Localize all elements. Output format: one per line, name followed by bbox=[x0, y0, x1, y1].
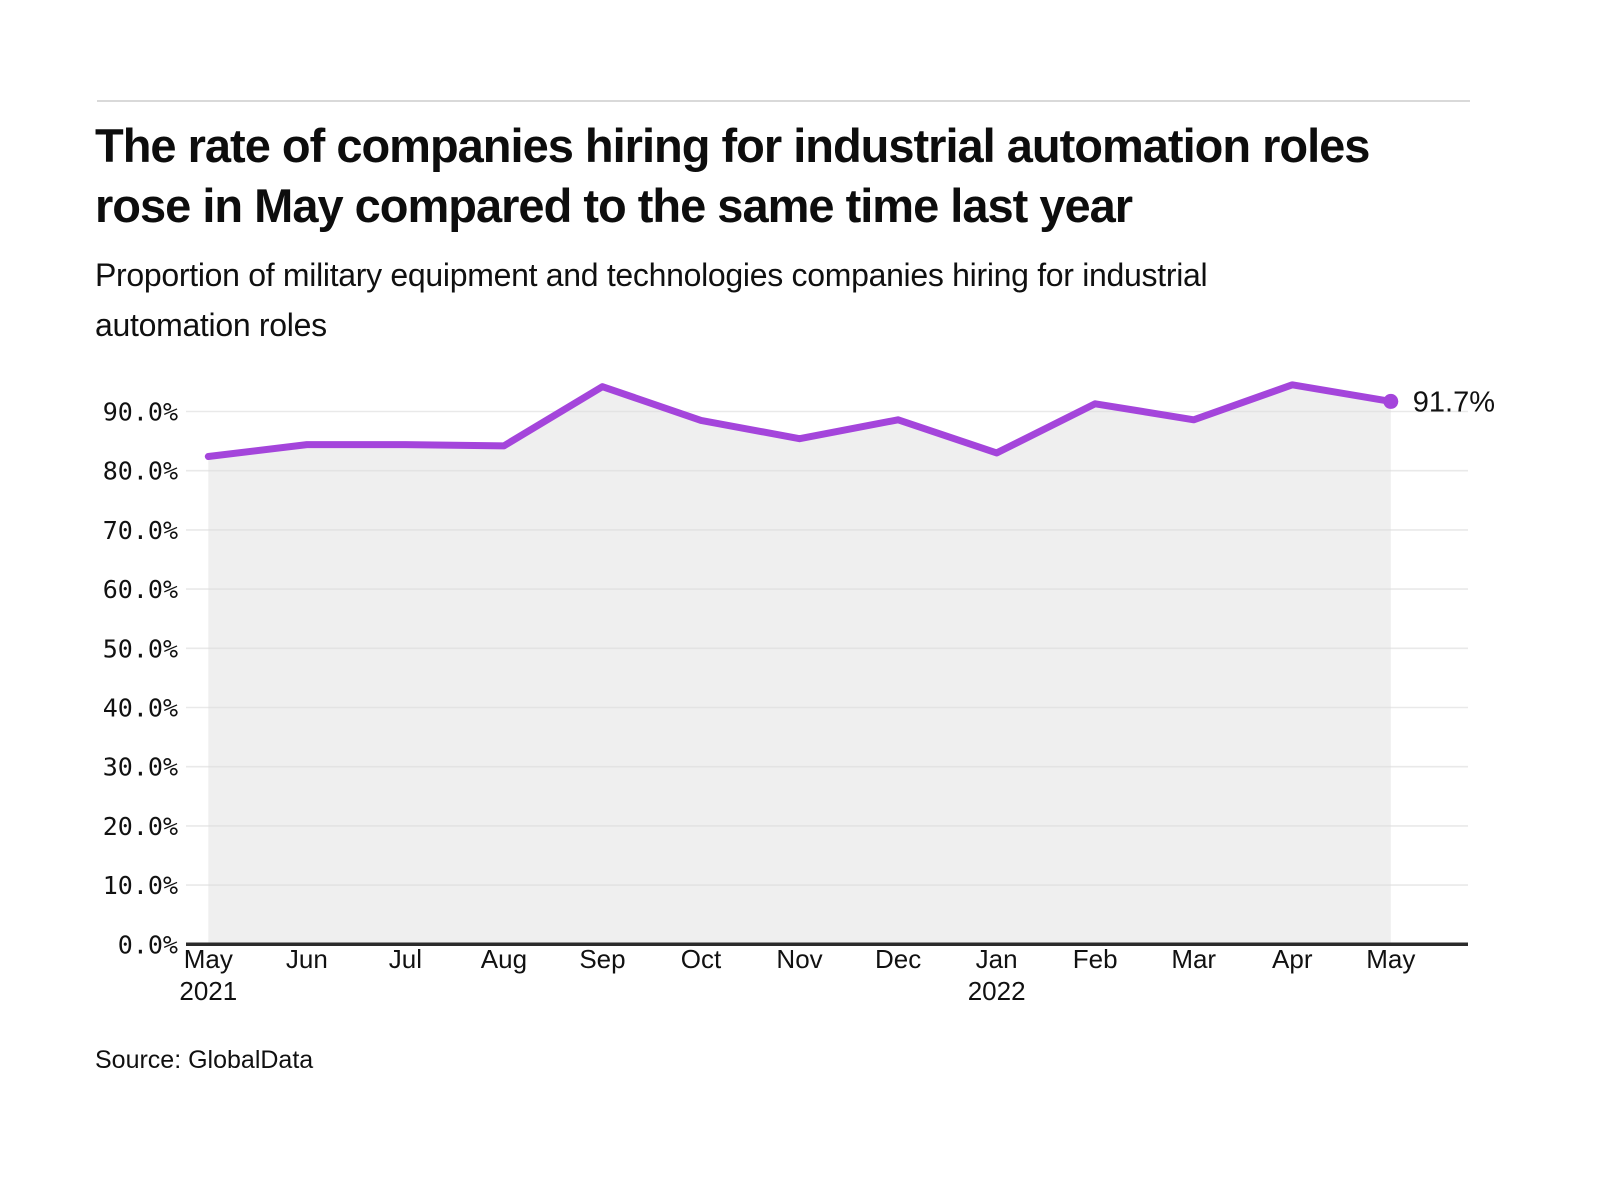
x-tick-label: Jun bbox=[286, 944, 328, 974]
x-tick-label: Apr bbox=[1272, 944, 1313, 974]
area-fill bbox=[208, 384, 1391, 945]
x-tick-label: May bbox=[1366, 944, 1415, 974]
source-note: Source: GlobalData bbox=[95, 1046, 314, 1074]
y-tick-label: 50.0% bbox=[103, 634, 178, 663]
line-series bbox=[204, 381, 1395, 460]
top-divider-rule bbox=[97, 100, 1470, 102]
x-tick-year-label: 2022 bbox=[968, 976, 1026, 1006]
x-tick-label: Mar bbox=[1171, 944, 1216, 974]
y-tick-label: 30.0% bbox=[103, 753, 178, 782]
x-tick-label: May bbox=[184, 944, 233, 974]
y-tick-label: 90.0% bbox=[103, 398, 178, 427]
x-tick-label: Sep bbox=[579, 944, 625, 974]
x-tick-label: Jan bbox=[976, 944, 1018, 974]
x-tick-label: Dec bbox=[875, 944, 921, 974]
x-tick-label: Aug bbox=[481, 944, 527, 974]
chart-title: The rate of companies hiring for industr… bbox=[95, 119, 1370, 232]
end-value-label: 91.7% bbox=[1413, 386, 1495, 418]
y-tick-label: 0.0% bbox=[118, 930, 178, 959]
y-tick-label: 40.0% bbox=[103, 694, 178, 723]
x-tick-label: Nov bbox=[776, 944, 822, 974]
x-tick-year-label: 2021 bbox=[179, 976, 237, 1006]
x-tick-label: Jul bbox=[389, 944, 422, 974]
chart-subtitle: Proportion of military equipment and tec… bbox=[95, 257, 1208, 343]
y-tick-label: 60.0% bbox=[103, 575, 178, 604]
x-tick-label: Oct bbox=[681, 944, 722, 974]
y-tick-label: 80.0% bbox=[103, 457, 178, 486]
x-tick-label: Feb bbox=[1073, 944, 1118, 974]
y-tick-label: 20.0% bbox=[103, 812, 178, 841]
end-point-dot bbox=[1383, 393, 1399, 409]
y-tick-label: 70.0% bbox=[103, 516, 178, 545]
y-tick-label: 10.0% bbox=[103, 871, 178, 900]
